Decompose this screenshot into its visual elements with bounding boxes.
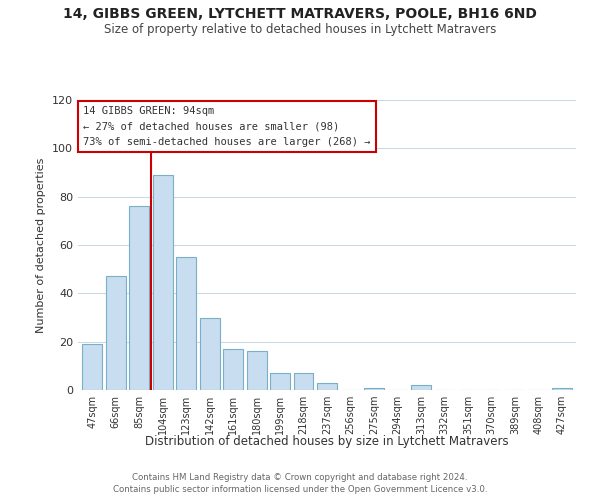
Bar: [82, 344, 102, 390]
Bar: [552, 388, 572, 390]
Y-axis label: Number of detached properties: Number of detached properties: [37, 158, 46, 332]
Bar: [200, 318, 220, 390]
Bar: [270, 373, 290, 390]
Text: 14 GIBBS GREEN: 94sqm
← 27% of detached houses are smaller (98)
73% of semi-deta: 14 GIBBS GREEN: 94sqm ← 27% of detached …: [83, 106, 370, 147]
Bar: [247, 352, 266, 390]
Text: Size of property relative to detached houses in Lytchett Matravers: Size of property relative to detached ho…: [104, 22, 496, 36]
Bar: [317, 383, 337, 390]
Bar: [293, 373, 313, 390]
Bar: [223, 349, 243, 390]
Bar: [129, 206, 149, 390]
Bar: [411, 385, 431, 390]
Bar: [364, 388, 384, 390]
Text: Contains HM Land Registry data © Crown copyright and database right 2024.: Contains HM Land Registry data © Crown c…: [132, 472, 468, 482]
Bar: [106, 276, 125, 390]
Text: Contains public sector information licensed under the Open Government Licence v3: Contains public sector information licen…: [113, 485, 487, 494]
Bar: [176, 257, 196, 390]
Bar: [152, 175, 173, 390]
Text: 14, GIBBS GREEN, LYTCHETT MATRAVERS, POOLE, BH16 6ND: 14, GIBBS GREEN, LYTCHETT MATRAVERS, POO…: [63, 8, 537, 22]
Text: Distribution of detached houses by size in Lytchett Matravers: Distribution of detached houses by size …: [145, 435, 509, 448]
